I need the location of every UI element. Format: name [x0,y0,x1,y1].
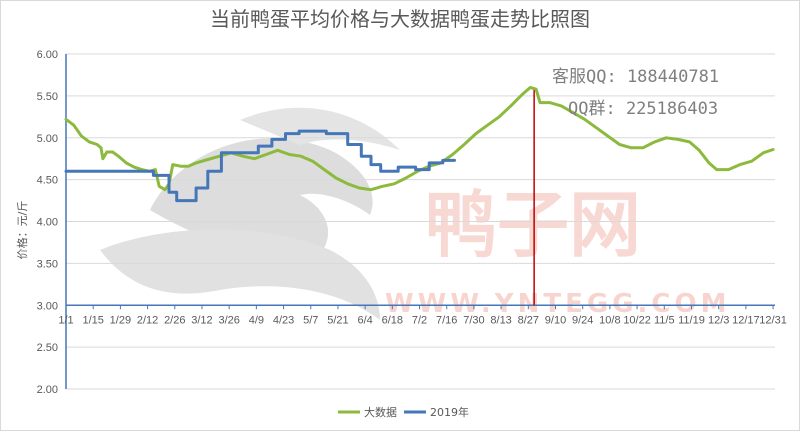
duck-logo-watermark [100,107,400,320]
x-tick-label: 8/27 [518,314,539,326]
x-tick-label: 9/24 [572,314,593,326]
x-tick-label: 2/26 [164,314,185,326]
x-tick-label: 3/12 [191,314,212,326]
x-tick-label: 5/7 [303,314,318,326]
x-tick-label: 1/15 [82,314,103,326]
service-qq-text: 客服QQ: 188440781 [552,67,719,87]
gridlines [66,53,775,390]
legend-label-big-data: 大数据 [364,405,397,419]
x-tick-label: 1/1 [58,314,73,326]
x-tick-label: 10/8 [599,314,620,326]
y-tick-label: 3.00 [37,300,58,312]
x-tick-label: 2/12 [137,314,158,326]
x-tick-label: 3/26 [218,314,239,326]
y-tick-label: 5.00 [37,133,58,145]
x-tick-label: 1/29 [110,314,131,326]
x-tick-label: 5/21 [327,314,348,326]
x-tick-label: 9/10 [545,314,566,326]
y-tick-label: 4.50 [37,175,58,187]
y-axis-ticks: 2.00 2.50 3.00 3.50 4.00 4.50 5.00 5.50 6.00 [37,49,58,396]
x-tick-label: 7/30 [463,314,484,326]
legend: 大数据 2019年 [338,405,469,419]
x-tick-label: 8/13 [490,314,511,326]
url-watermark: WWW.YNTEGG.COM [385,289,731,319]
x-tick-label: 10/22 [623,314,651,326]
x-tick-label: 4/23 [273,314,294,326]
x-tick-label: 6/4 [357,314,372,326]
series-line-2019 [64,129,456,203]
x-tick-label: 7/16 [436,314,457,326]
y-axis-title: 价格：元/斤 [15,201,29,260]
x-tick-label: 4/9 [249,314,264,326]
y-tick-label: 6.00 [37,49,58,61]
x-tick-label: 12/17 [732,314,760,326]
watermark: 鸭子网 WWW.YNTEGG.COM [100,107,731,320]
x-tick-label: 6/18 [382,314,403,326]
y-tick-label: 5.50 [37,91,58,103]
x-tick-label: 12/3 [708,314,729,326]
x-tick-label: 7/2 [412,314,427,326]
y-tick-label: 3.50 [37,258,58,270]
x-axis-ticks: 1/1 1/15 1/29 2/12 2/26 3/12 3/26 4/9 4/23 5/7 5/2… [58,305,787,326]
legend-label-2019: 2019年 [430,405,469,419]
x-tick-label: 12/31 [759,314,787,326]
y-tick-label: 2.50 [37,342,58,354]
chart-title: 当前鸭蛋平均价格与大数据鸭蛋走势比照图 [210,7,590,31]
x-tick-label: 11/5 [654,314,675,326]
y-tick-label: 2.00 [37,384,58,396]
qq-group-text: QQ群: 225186403 [568,99,718,119]
y-tick-label: 4.00 [37,217,58,229]
series-layer [64,86,775,203]
brand-watermark: 鸭子网 [425,183,641,267]
x-tick-label: 11/19 [678,314,705,326]
